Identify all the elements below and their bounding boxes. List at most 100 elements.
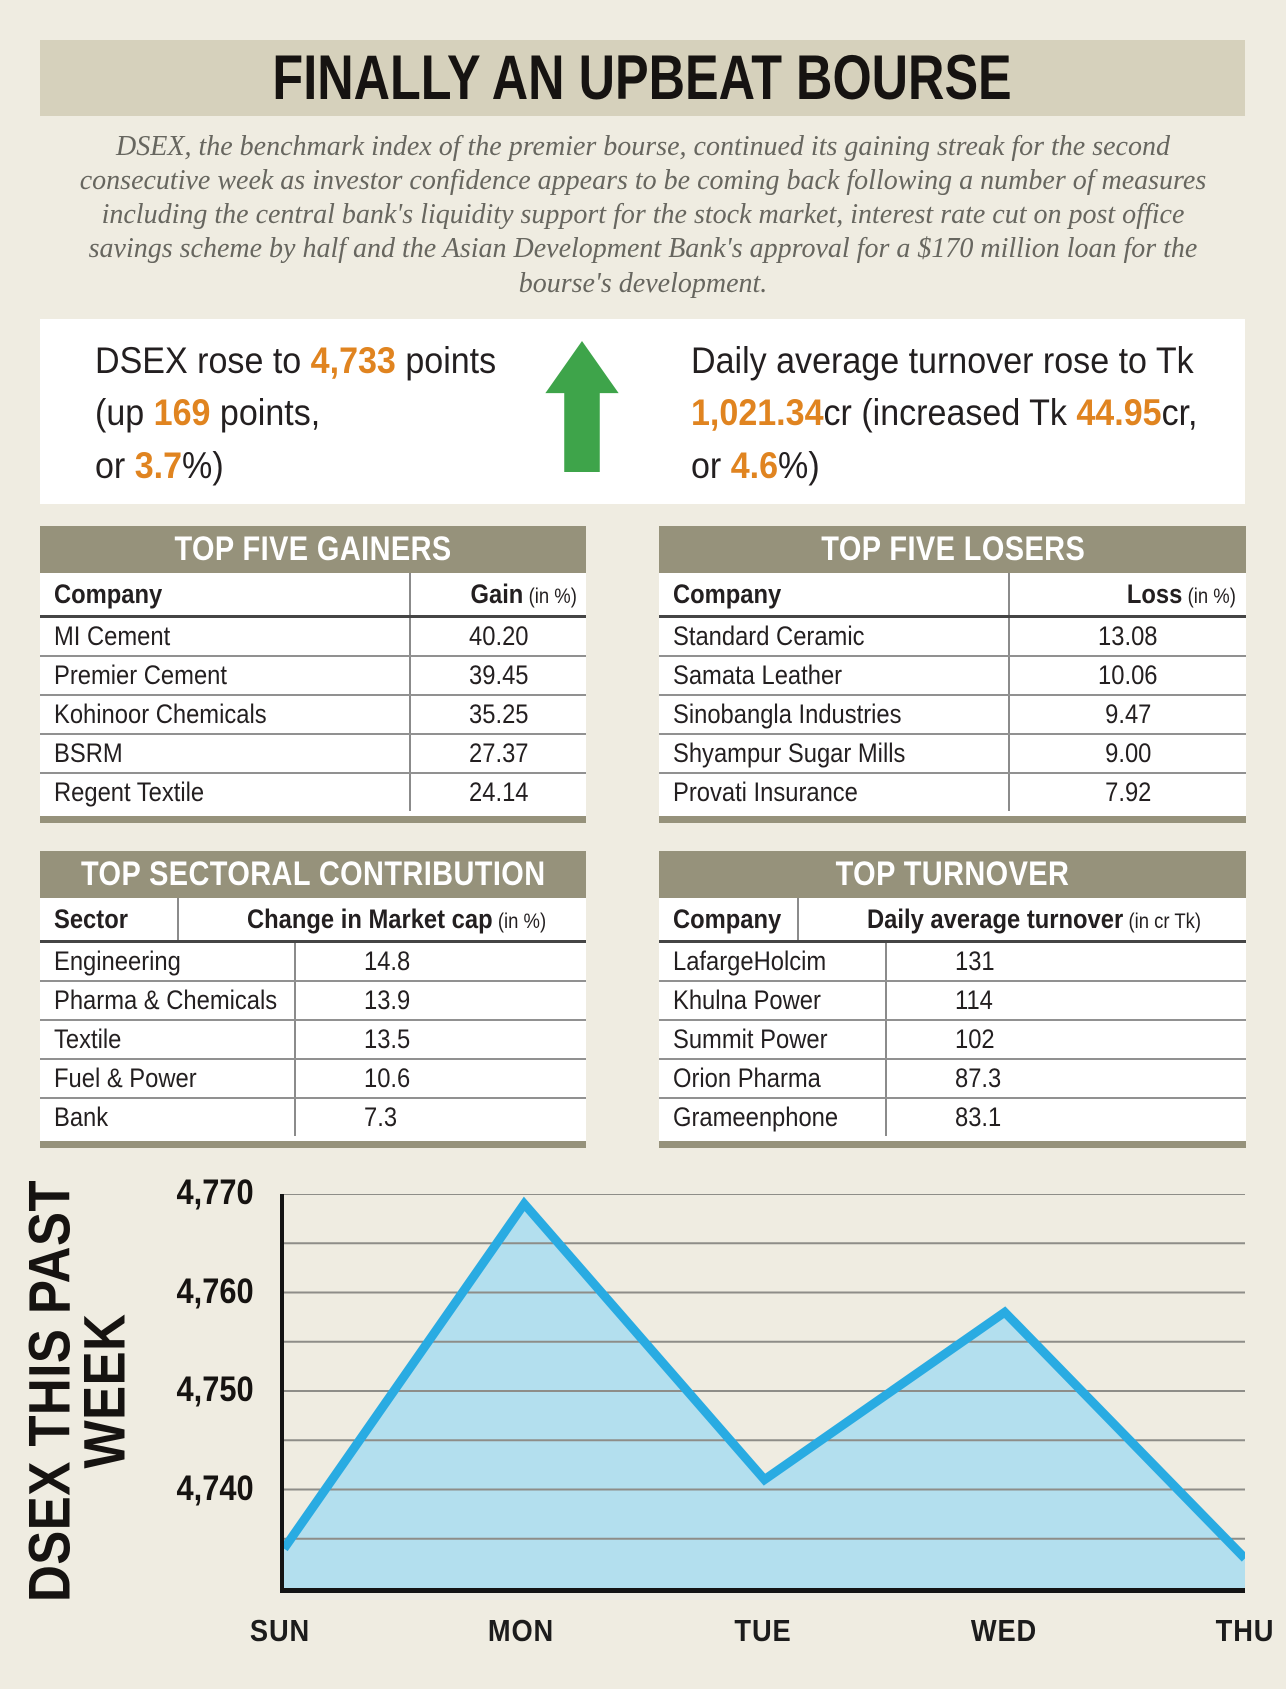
table-row: Orion Pharma 87.3	[659, 1058, 1247, 1098]
company-cell: Shyampur Sugar Mills	[659, 735, 1010, 773]
stat-value: 44.95	[1076, 392, 1162, 434]
summary-stats-strip: DSEX rose to 4,733 points (up 169 points…	[40, 318, 1245, 505]
stat-text: or	[95, 444, 135, 486]
value-cell: 102	[954, 1024, 995, 1055]
stat-text: (up	[95, 392, 154, 434]
company-cell: Summit Power	[659, 1021, 887, 1059]
value-cell: 24.14	[469, 777, 529, 808]
value-cell: 7.3	[364, 1102, 398, 1133]
stat-text: %)	[182, 444, 224, 486]
chart-title: DSEX THIS PAST WEEK	[16, 1180, 137, 1603]
top-five-losers-panel: TOP FIVE LOSERS Company Loss (in %) Stand…	[659, 526, 1247, 824]
table-row: Standard Ceramic 13.08	[659, 618, 1246, 656]
company-cell: Khulna Power	[659, 982, 887, 1020]
stat-text: points,	[210, 392, 321, 434]
table-row: Grameenphone 83.1	[659, 1097, 1247, 1137]
table-row: Provati Insurance 7.92	[659, 772, 1247, 812]
dsex-week-chart: DSEX THIS PAST WEEK 4,770 4,760 4,750 4,740 …	[0, 1174, 1274, 1653]
company-cell: Sinobangla Industries	[659, 696, 1010, 734]
company-cell: Orion Pharma	[659, 1060, 887, 1098]
stat-line: or 4.6%)	[691, 440, 1198, 493]
value-cell: 9.47	[1104, 699, 1152, 730]
table-row: Bank 7.3	[40, 1097, 587, 1137]
value-cell: 131	[954, 946, 995, 977]
x-axis-tick-label: THU	[1215, 1613, 1275, 1649]
panel-header: TOP FIVE GAINERS	[40, 526, 587, 574]
company-cell: Regent Textile	[40, 774, 412, 812]
column-header: Company	[659, 573, 1010, 616]
column-header: Daily average turnover (in cr Tk)	[866, 903, 1201, 934]
x-axis-tick-label: TUE	[733, 1613, 792, 1649]
y-axis-tick-label: 4,740	[176, 1469, 254, 1509]
table-row: Fuel & Power 10.6	[40, 1058, 587, 1098]
stat-line: 1,021.34cr (increased Tk 44.95cr,	[691, 387, 1198, 440]
x-axis-tick-label: WED	[970, 1613, 1037, 1649]
value-cell: 87.3	[954, 1063, 1001, 1094]
table-row: Premier Cement 39.45	[40, 655, 587, 695]
company-cell: Standard Ceramic	[659, 618, 1010, 656]
value-cell: 14.8	[364, 946, 411, 977]
top-five-gainers-panel: TOP FIVE GAINERS Company Gain (in %) MI C…	[40, 526, 587, 824]
panel-title: TOP FIVE LOSERS	[820, 530, 1085, 569]
value-cell: 10.06	[1098, 660, 1158, 691]
column-header: Company	[659, 898, 799, 941]
panel-header: TOP TURNOVER	[659, 851, 1247, 899]
sector-cell: Fuel & Power	[40, 1060, 297, 1098]
tables-grid: TOP FIVE GAINERS Company Gain (in %) MI C…	[40, 526, 1247, 1149]
stat-line: or 3.7%)	[95, 440, 463, 493]
y-axis-tick-label: 4,760	[176, 1272, 254, 1312]
stat-value: 1,021.34	[691, 392, 824, 434]
table-row: LafargeHolcim 131	[659, 943, 1246, 981]
chart-plot-column: SUN MON TUE WED THU	[250, 1194, 1274, 1653]
top-sectoral-contribution-panel: TOP SECTORAL CONTRIBUTION Sector Change …	[40, 851, 587, 1149]
intro-paragraph: DSEX, the benchmark index of the premier…	[79, 131, 1207, 299]
top-turnover-panel: TOP TURNOVER Company Daily average turno…	[659, 851, 1247, 1149]
stat-text: cr (increased Tk	[823, 392, 1077, 434]
company-cell: Kohinoor Chemicals	[40, 696, 412, 734]
table-row: Sinobangla Industries 9.47	[659, 694, 1247, 734]
stat-line: Daily average turnover rose to Tk	[691, 339, 1194, 381]
stat-value: 169	[153, 392, 211, 434]
infographic-page: FINALLY AN UPBEAT BOURSE DSEX, the bench…	[0, 40, 1286, 1689]
value-cell: 7.92	[1104, 777, 1152, 808]
table-row: Samata Leather 10.06	[659, 655, 1247, 695]
turnover-stat: Daily average turnover rose to Tk 1,021.…	[691, 335, 1242, 493]
value-cell: 39.45	[469, 660, 529, 691]
table-row: MI Cement 40.20	[40, 618, 586, 656]
stat-value: 4,733	[310, 339, 396, 381]
stat-value: 3.7	[134, 444, 183, 486]
up-arrow-icon	[543, 340, 621, 477]
stat-text: cr,	[1161, 392, 1198, 434]
value-cell: 9.00	[1104, 738, 1152, 769]
company-cell: BSRM	[40, 735, 412, 773]
sector-cell: Engineering	[40, 943, 297, 981]
stat-text: or	[691, 444, 731, 486]
stat-line: (up 169 points,	[95, 387, 463, 440]
company-cell: Samata Leather	[659, 657, 1010, 695]
panel-title: TOP SECTORAL CONTRIBUTION	[80, 855, 546, 894]
panel-title: TOP FIVE GAINERS	[174, 530, 452, 569]
panel-header: TOP FIVE LOSERS	[659, 526, 1247, 574]
table-row: BSRM 27.37	[40, 733, 587, 773]
y-axis-tick-label: 4,770	[176, 1173, 254, 1213]
column-header: Sector	[40, 898, 179, 941]
sector-cell: Pharma & Chemicals	[40, 982, 297, 1020]
sector-cell: Bank	[40, 1099, 297, 1137]
value-cell: 83.1	[954, 1102, 1001, 1133]
table-row: Khulna Power 114	[659, 980, 1247, 1020]
panel-title: TOP TURNOVER	[835, 855, 1070, 894]
stat-text: DSEX rose to	[95, 339, 311, 381]
value-cell: 114	[954, 985, 993, 1016]
table-header-row: Company Daily average turnover (in cr Tk)	[659, 898, 1247, 944]
dsex-points-stat: DSEX rose to 4,733 points (up 169 points…	[95, 335, 497, 493]
chart-x-axis: SUN MON TUE WED THU	[250, 1593, 1274, 1653]
stat-text: points	[395, 339, 497, 381]
company-cell: Premier Cement	[40, 657, 412, 695]
table-row: Regent Textile 24.14	[40, 772, 587, 812]
x-axis-tick-label: SUN	[249, 1613, 311, 1649]
panel-header: TOP SECTORAL CONTRIBUTION	[40, 851, 587, 899]
column-header: Loss (in %)	[1127, 578, 1237, 609]
table-row: Textile 13.5	[40, 1019, 587, 1059]
value-cell: 35.25	[469, 699, 529, 730]
company-cell: Grameenphone	[659, 1099, 887, 1137]
